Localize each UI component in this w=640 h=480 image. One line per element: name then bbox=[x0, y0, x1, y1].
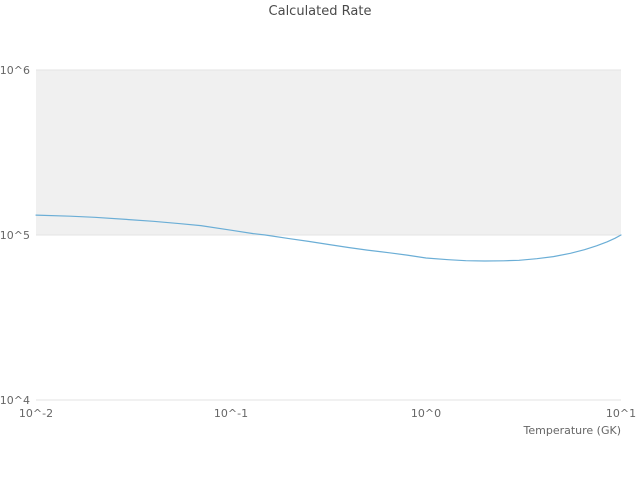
y-tick-label: 10^5 bbox=[0, 229, 30, 242]
x-tick-label: 10^1 bbox=[606, 407, 636, 420]
x-tick-label: 10^-1 bbox=[214, 407, 248, 420]
y-tick-label: 10^6 bbox=[0, 64, 30, 77]
y-tick-label: 10^4 bbox=[0, 394, 30, 407]
rate-line bbox=[35, 214, 622, 262]
plot-band bbox=[36, 70, 621, 235]
x-tick-label: 10^-2 bbox=[19, 407, 53, 420]
x-tick-label: 10^0 bbox=[411, 407, 441, 420]
x-axis-label: Temperature (GK) bbox=[523, 424, 622, 437]
chart-title: Calculated Rate bbox=[268, 4, 372, 19]
